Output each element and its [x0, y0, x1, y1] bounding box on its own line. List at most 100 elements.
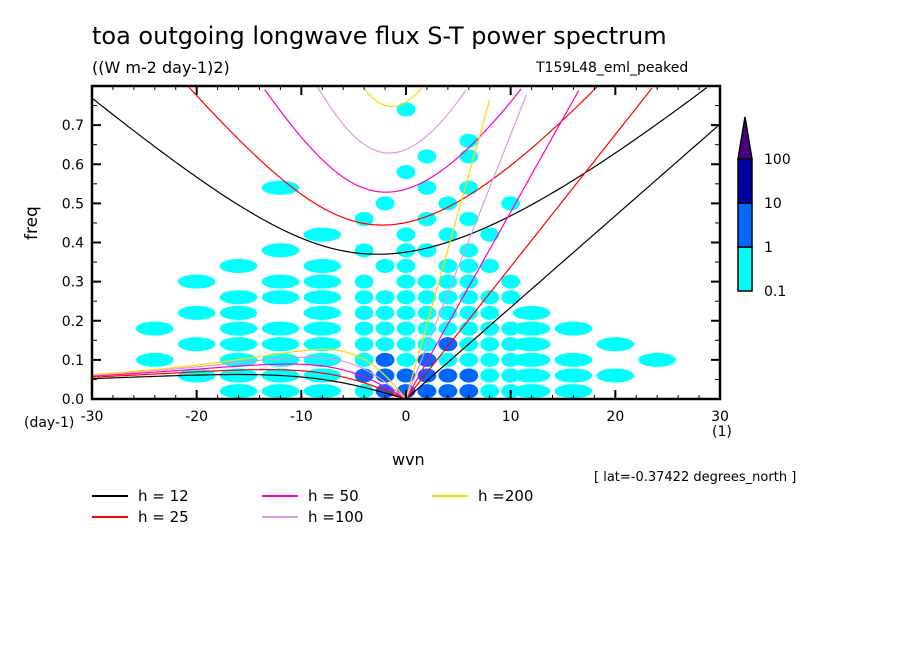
y-tick-label: 0.0: [62, 392, 84, 408]
power-cell: [512, 352, 551, 367]
power-cell: [480, 384, 500, 399]
power-cell: [375, 258, 395, 274]
legend-label: h =100: [308, 508, 364, 526]
power-cell: [480, 337, 500, 352]
legend-item: h =100: [262, 508, 363, 526]
power-cell: [219, 305, 258, 320]
power-cell: [512, 337, 551, 352]
power-cell: [438, 290, 458, 305]
power-cell: [396, 274, 416, 289]
power-cell: [501, 290, 521, 305]
legend-swatch: [262, 495, 298, 497]
power-cell: [396, 321, 416, 336]
x-axis-label: wvn: [392, 450, 425, 469]
power-cell: [512, 321, 551, 336]
colorbar-extend-arrow: [737, 116, 753, 160]
legend-item: h = 12: [92, 487, 189, 505]
rossby-curve: [91, 363, 407, 400]
kelvin-curve: [405, 90, 580, 400]
y-tick-label: 0.7: [62, 118, 84, 134]
power-cell: [417, 211, 437, 227]
y-tick-label: 0.1: [62, 353, 84, 369]
y-tick-label: 0.4: [62, 236, 84, 252]
inertia-gravity-curve: [188, 86, 598, 226]
power-cell: [303, 337, 342, 352]
power-cell: [417, 384, 437, 399]
power-cell: [177, 274, 216, 289]
x-tick-label: -20: [185, 409, 208, 425]
power-cell: [512, 368, 551, 383]
power-cell: [501, 196, 521, 211]
power-cell: [459, 180, 479, 195]
power-cell: [459, 258, 479, 274]
legend-item: h = 50: [262, 487, 359, 505]
x-tick-label: -30: [81, 409, 104, 425]
kelvin-curve: [405, 87, 653, 400]
plot-frame: [90, 84, 722, 401]
power-cell: [459, 305, 479, 320]
colorbar-segment: [737, 202, 753, 248]
power-cell: [375, 290, 395, 305]
power-cell: [396, 102, 416, 117]
colorbar-label: 100: [764, 152, 791, 168]
legend-label: h = 25: [138, 508, 189, 526]
legend-label: h = 12: [138, 487, 189, 505]
power-cell: [459, 243, 479, 258]
inertia-gravity-curve: [264, 88, 522, 193]
power-cell: [417, 290, 437, 305]
power-cell: [303, 384, 342, 399]
power-cell: [396, 352, 416, 367]
power-cell: [354, 337, 374, 352]
power-cell: [596, 368, 635, 383]
power-cell: [261, 180, 300, 195]
rossby-curve: [91, 348, 407, 400]
latitude-annotation: [ lat=-0.37422 degrees_north ]: [594, 470, 797, 485]
power-cell: [219, 321, 258, 336]
x-tick-label: 0: [402, 409, 411, 425]
power-cell: [375, 305, 395, 320]
power-cell: [354, 305, 374, 320]
power-cell: [459, 368, 479, 383]
power-cell: [375, 321, 395, 336]
x-tick-label: 30: [711, 409, 729, 425]
colorbar-label: 1: [764, 240, 773, 256]
power-cell: [219, 337, 258, 352]
power-cell: [354, 290, 374, 305]
kelvin-curve: [405, 99, 491, 400]
y-tick-label: 0.5: [62, 196, 84, 212]
chart-units: ((W m-2 day-1)2): [92, 58, 230, 77]
power-cell: [354, 384, 374, 399]
colorbar-label: 10: [764, 196, 782, 212]
rossby-curve: [91, 369, 407, 400]
power-cell: [501, 274, 521, 289]
power-cell: [219, 368, 258, 383]
dispersion-curves: [91, 85, 721, 400]
power-cell: [459, 133, 479, 148]
x-tick-label: 10: [502, 409, 520, 425]
power-cell: [135, 352, 174, 367]
power-cell: [303, 321, 342, 336]
power-cell: [480, 352, 500, 367]
power-cell: [438, 196, 458, 211]
colorbar: 0.1 1 10 100: [737, 116, 791, 300]
power-cell: [396, 305, 416, 320]
experiment-label: T159L48_eml_peaked: [536, 60, 689, 76]
rossby-curve: [91, 356, 407, 400]
inertia-gravity-curve: [363, 87, 423, 108]
power-cell: [303, 305, 342, 320]
x-tick-label: 20: [606, 409, 624, 425]
power-cell: [554, 321, 593, 336]
power-cell: [459, 352, 479, 367]
power-cell: [480, 305, 500, 320]
power-cell: [512, 384, 551, 399]
legend-swatch: [432, 495, 468, 497]
kelvin-curve: [405, 123, 721, 400]
chart-title: toa outgoing longwave flux S-T power spe…: [92, 22, 667, 50]
colorbar-segment: [737, 246, 753, 292]
power-cell: [354, 243, 374, 258]
power-cell: [438, 337, 458, 352]
power-cell: [554, 384, 593, 399]
power-cell: [480, 321, 500, 336]
power-cell: [261, 352, 300, 367]
